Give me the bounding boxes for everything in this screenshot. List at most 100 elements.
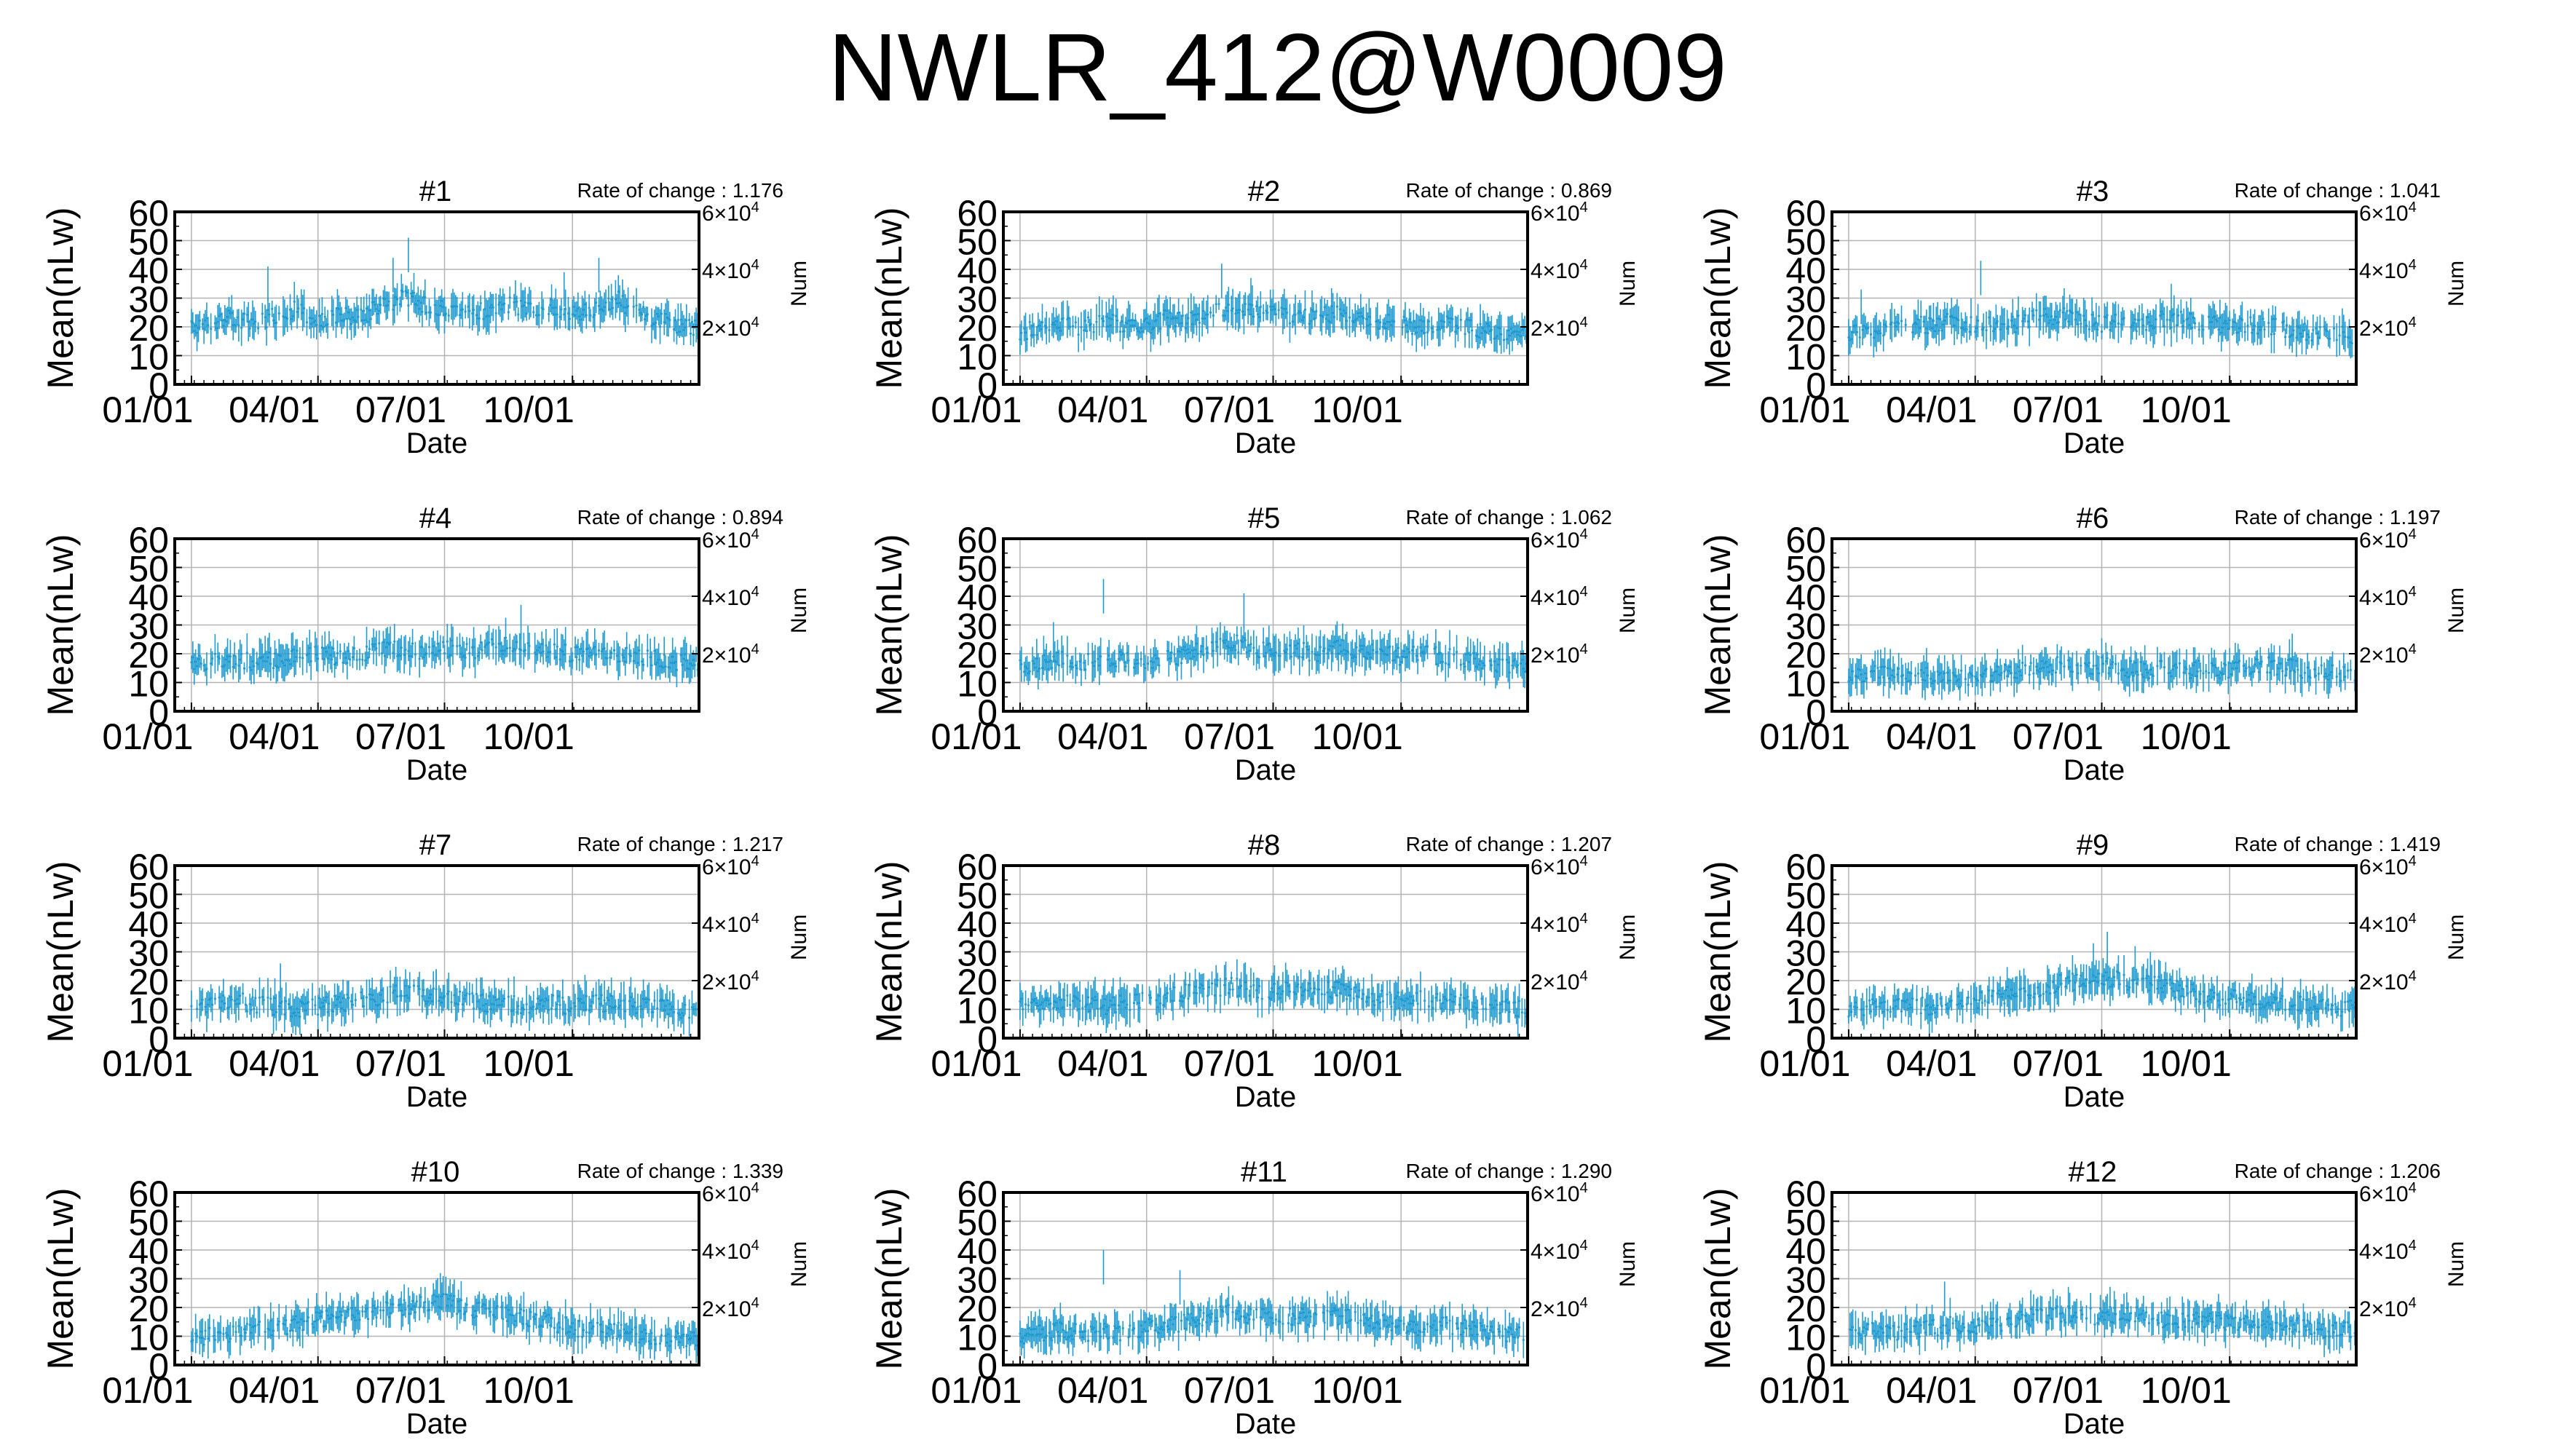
y-tick-label: 10 (128, 991, 169, 1032)
y2-tick-label: 6×104 (2359, 526, 2417, 553)
rate-of-change-label: Rate of change : 1.197 (2235, 506, 2441, 529)
x-tick-label: 07/01 (2013, 716, 2104, 757)
y2-tick-exponent: 4 (751, 641, 759, 657)
y2-tick-label: 6×104 (2359, 199, 2417, 226)
y-axis-label: Mean(nLw) (1697, 534, 1738, 716)
y2-tick-exponent: 4 (1580, 199, 1588, 215)
y2-tick-exponent: 4 (1580, 641, 1588, 657)
y-tick-label: 50 (128, 222, 169, 263)
y2-axis-label: Num (1616, 587, 1640, 633)
y-tick-label: 40 (128, 577, 169, 618)
y-tick-label: 0 (977, 365, 998, 406)
y-tick-label: 30 (128, 933, 169, 974)
y2-tick-mantissa: 6×10 (702, 202, 751, 226)
y2-tick-exponent: 4 (751, 257, 759, 273)
panel-title: #2 (1248, 175, 1281, 207)
y-tick-label: 50 (128, 549, 169, 590)
y2-tick-label: 2×104 (1531, 314, 1588, 341)
y2-tick-exponent: 4 (2409, 199, 2417, 215)
y2-tick-label: 4×104 (2359, 584, 2417, 610)
y-tick-label: 30 (1785, 606, 1826, 647)
y2-tick-label: 4×104 (702, 584, 759, 610)
series-bars (1847, 261, 2358, 359)
x-tick-label: 10/01 (2141, 389, 2232, 430)
x-axis-label: Date (2064, 427, 2125, 459)
x-tick-label: 01/01 (931, 716, 1022, 757)
y2-tick-label: 2×104 (702, 968, 759, 994)
y2-tick-exponent: 4 (751, 314, 759, 331)
y-tick-label: 20 (128, 962, 169, 1002)
y-tick-label: 50 (1785, 222, 1826, 263)
y2-tick-mantissa: 4×10 (2359, 586, 2409, 610)
y-tick-label: 10 (128, 337, 169, 378)
y2-tick-label: 2×104 (2359, 641, 2417, 668)
panel-title: #4 (419, 502, 452, 534)
y-tick-label: 20 (957, 635, 998, 676)
panel-title: #5 (1248, 502, 1281, 534)
y2-tick-mantissa: 6×10 (702, 529, 751, 553)
x-tick-label: 01/01 (1759, 389, 1850, 430)
y-tick-label: 40 (128, 904, 169, 945)
rate-of-change-label: Rate of change : 1.176 (577, 179, 783, 202)
series-bars (190, 237, 700, 352)
y2-tick-exponent: 4 (751, 911, 759, 927)
y2-tick-mantissa: 2×10 (2359, 644, 2409, 668)
x-axis-label: Date (1235, 427, 1297, 459)
y-tick-label: 10 (957, 337, 998, 378)
y2-axis-label: Num (2444, 261, 2468, 306)
y-tick-label: 20 (1785, 635, 1826, 676)
y2-tick-mantissa: 6×10 (702, 855, 751, 879)
x-tick-label: 07/01 (1184, 389, 1275, 430)
x-axis-label: Date (406, 427, 468, 459)
y2-tick-mantissa: 2×10 (2359, 317, 2409, 341)
rate-of-change-label: Rate of change : 0.894 (577, 506, 783, 529)
x-tick-label: 10/01 (483, 1043, 574, 1084)
y-tick-label: 60 (1785, 520, 1826, 561)
y-tick-label: 20 (1785, 308, 1826, 349)
y2-tick-mantissa: 2×10 (702, 317, 751, 341)
x-axis-label: Date (406, 1081, 468, 1113)
y-tick-label: 30 (957, 606, 998, 647)
x-tick-label: 04/01 (1886, 716, 1977, 757)
x-tick-label: 07/01 (355, 716, 446, 757)
y2-tick-label: 6×104 (1531, 199, 1588, 226)
y-tick-label: 60 (128, 520, 169, 561)
y2-tick-label: 2×104 (702, 314, 759, 341)
y2-tick-mantissa: 6×10 (2359, 529, 2409, 553)
panel-title: #1 (419, 175, 452, 207)
x-tick-label: 01/01 (931, 389, 1022, 430)
y2-tick-exponent: 4 (1580, 257, 1588, 273)
x-tick-label: 04/01 (1057, 389, 1148, 430)
y2-tick-label: 6×104 (702, 199, 759, 226)
y-axis-label: Mean(nLw) (40, 207, 81, 389)
y2-tick-mantissa: 6×10 (1531, 529, 1580, 553)
rate-of-change-label: Rate of change : 1.041 (2235, 179, 2441, 202)
y2-tick-mantissa: 4×10 (702, 259, 751, 283)
y-tick-label: 40 (1785, 250, 1826, 291)
y2-tick-mantissa: 4×10 (1531, 259, 1580, 283)
x-tick-label: 07/01 (355, 389, 446, 430)
y-tick-label: 0 (149, 692, 169, 733)
x-tick-label: 10/01 (483, 716, 574, 757)
y2-tick-label: 4×104 (2359, 257, 2417, 283)
x-tick-label: 04/01 (229, 389, 320, 430)
x-tick-label: 01/01 (102, 1043, 193, 1084)
y2-tick-mantissa: 4×10 (1531, 586, 1580, 610)
y-tick-label: 40 (128, 250, 169, 291)
y2-tick-mantissa: 2×10 (1531, 644, 1580, 668)
x-tick-label: 04/01 (229, 716, 320, 757)
y-tick-label: 50 (1785, 549, 1826, 590)
y2-axis-label: Num (787, 261, 811, 306)
y2-tick-label: 2×104 (1531, 641, 1588, 668)
y2-tick-exponent: 4 (2409, 257, 2417, 273)
y-tick-label: 0 (149, 365, 169, 406)
y-tick-label: 20 (128, 635, 169, 676)
y-tick-label: 30 (1785, 280, 1826, 320)
y2-tick-exponent: 4 (2409, 584, 2417, 600)
y2-tick-mantissa: 2×10 (1531, 317, 1580, 341)
y-tick-label: 10 (128, 664, 169, 705)
